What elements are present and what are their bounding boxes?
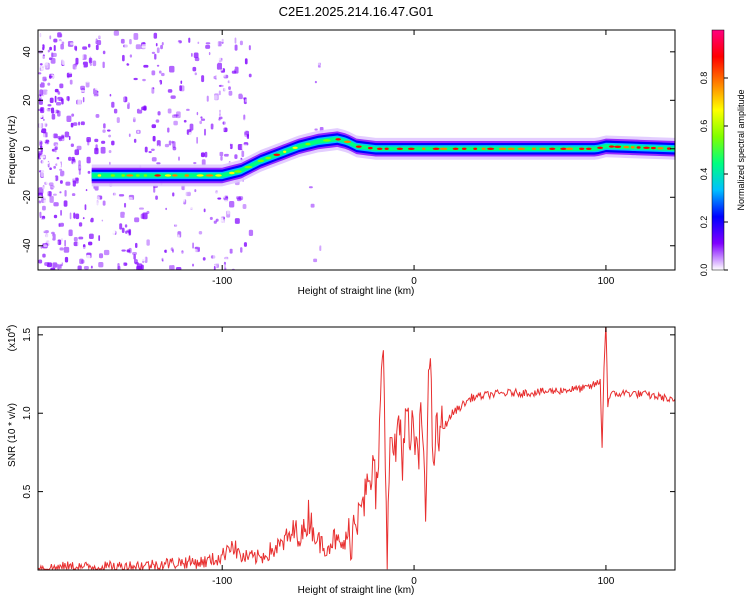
x-tick-label: 100 <box>598 576 615 587</box>
colorbar-label: Normalized spectral amplitude <box>736 89 746 210</box>
x-tick-label: 0 <box>411 576 417 587</box>
x-tick-label: -100 <box>212 576 232 587</box>
colorbar-scale <box>711 29 725 271</box>
snr-multiplier: (x104) <box>6 325 18 352</box>
snr-multiplier-close: ) <box>7 325 18 328</box>
x-tick-label: 100 <box>598 276 615 287</box>
snr-multiplier-base: (x10 <box>7 331 18 351</box>
figure-title: C2E1.2025.214.16.47.G01 <box>279 4 434 19</box>
snr-y-axis-label: SNR (10 * v/v) <box>7 403 18 467</box>
x-tick-label: 0 <box>411 276 417 287</box>
y-tick-label: 0.5 <box>22 484 33 498</box>
spectrogram-heatmap <box>38 30 675 270</box>
colorbar-ticks: 0.0 0.2 0.4 0.6 0.8 <box>699 72 728 277</box>
spectrogram-y-ticks: -40 -20 0 20 40 <box>22 46 675 253</box>
snr-line-layer <box>38 327 675 570</box>
colorbar-tick-label: 0.8 <box>699 72 709 85</box>
snr-background <box>38 327 675 570</box>
snr-multiplier-exponent: 4 <box>6 328 13 332</box>
spectrogram-y-axis-label: Frequency (Hz) <box>7 116 18 185</box>
spectrogram-x-ticks: -100 0 100 <box>212 30 615 287</box>
snr-panel: -100 0 100 0.5 1.0 1.5 Height of straight li… <box>6 325 676 596</box>
colorbar-tick-label: 0.6 <box>699 120 709 133</box>
snr-series-line <box>38 327 675 570</box>
snr-frame <box>37 326 676 571</box>
y-tick-label: 20 <box>22 94 33 106</box>
colorbar-tick-label: 0.4 <box>699 168 709 181</box>
y-tick-label: -40 <box>22 238 33 253</box>
y-tick-label: -20 <box>22 190 33 205</box>
spectrogram-x-axis-label: Height of straight line (km) <box>298 286 415 297</box>
spectrogram-frame <box>37 29 676 271</box>
y-tick-label: 40 <box>22 46 33 58</box>
snr-x-axis-label: Height of straight line (km) <box>298 585 415 596</box>
y-tick-label: 1.5 <box>22 327 33 341</box>
y-tick-label: 1.0 <box>22 406 33 420</box>
x-tick-label: -100 <box>212 276 232 287</box>
snr-x-ticks: -100 0 100 <box>212 327 615 587</box>
snr-y-ticks: 0.5 1.0 1.5 <box>22 327 675 499</box>
colorbar: 0.0 0.2 0.4 0.6 0.8 Normalized spectral ampl… <box>699 29 746 277</box>
y-tick-label: 0 <box>22 146 33 152</box>
spectrogram-panel: -100 0 100 -40 -20 0 20 40 Height of straight … <box>7 29 676 297</box>
colorbar-tick-label: 0.2 <box>699 216 709 229</box>
colorbar-tick-label: 0.0 <box>699 264 709 277</box>
